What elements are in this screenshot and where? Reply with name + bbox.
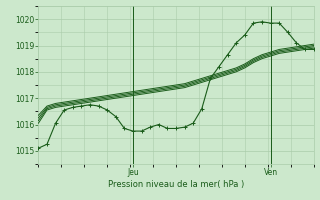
X-axis label: Pression niveau de la mer( hPa ): Pression niveau de la mer( hPa ) xyxy=(108,180,244,189)
